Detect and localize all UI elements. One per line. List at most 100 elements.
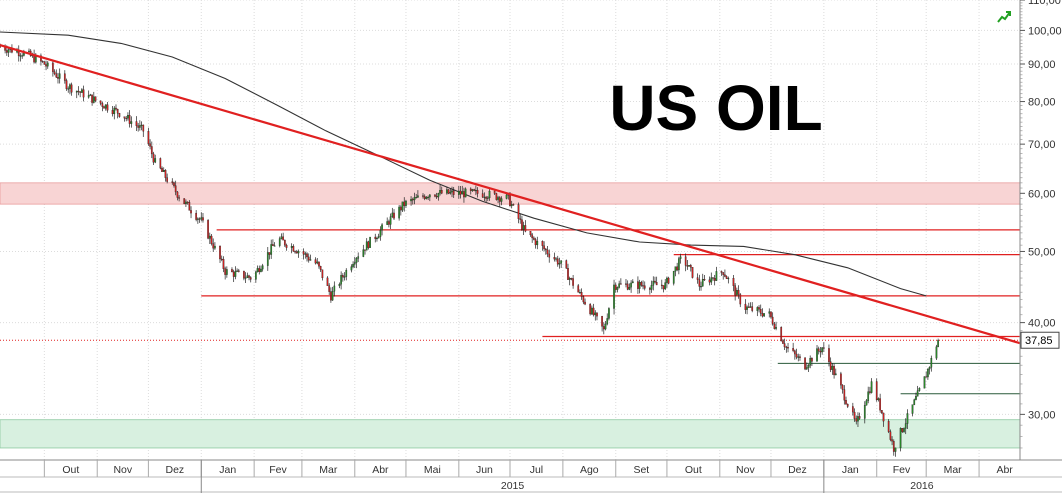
- candle-body: [577, 285, 580, 293]
- candle-body: [591, 307, 593, 315]
- trend-up-arrow-icon[interactable]: [996, 10, 1012, 24]
- candle-body: [701, 279, 704, 287]
- candle-body: [272, 244, 274, 246]
- candle-body: [249, 277, 252, 280]
- candle-body: [819, 350, 822, 353]
- candle-body: [295, 251, 298, 254]
- candle-body: [65, 80, 68, 89]
- candle-body: [761, 313, 764, 317]
- candle-body: [580, 292, 583, 297]
- candle-body: [413, 197, 416, 201]
- candle-body: [459, 190, 462, 195]
- candle-body: [341, 275, 344, 278]
- candle-body: [94, 96, 97, 101]
- candle-body: [799, 356, 801, 358]
- candle-body: [0, 46, 1, 48]
- x-month-label: Nov: [113, 464, 132, 476]
- candle-body: [589, 304, 592, 315]
- candle-body: [352, 264, 354, 267]
- candle-body: [297, 251, 300, 254]
- candle-body: [918, 388, 921, 391]
- y-tick-label: 90,00: [1028, 59, 1056, 71]
- candle-body: [708, 279, 711, 283]
- candle-body: [486, 197, 489, 199]
- candle-body: [565, 260, 568, 269]
- candle-body: [686, 265, 689, 267]
- candle-body: [925, 376, 928, 378]
- candle-body: [579, 292, 581, 294]
- candle-body: [388, 221, 390, 225]
- candle-body: [331, 291, 334, 301]
- candle-body: [55, 73, 58, 78]
- candle-body: [500, 198, 503, 202]
- candle-body: [855, 418, 858, 422]
- candle-body: [930, 358, 933, 368]
- candle-body: [722, 272, 725, 275]
- candle-body: [464, 188, 467, 198]
- candle-body: [493, 190, 496, 194]
- candle-body: [46, 62, 49, 67]
- candle-body: [642, 285, 644, 287]
- candle-body: [214, 245, 216, 249]
- candle-body: [584, 301, 586, 305]
- candle-body: [386, 221, 389, 225]
- x-month-label: Nov: [736, 464, 755, 476]
- candle-body: [258, 268, 261, 272]
- candle-body: [570, 278, 573, 280]
- x-month-label: Fev: [269, 464, 287, 476]
- candle-body: [202, 217, 204, 221]
- candle-body: [130, 121, 133, 124]
- candle-body: [640, 281, 643, 286]
- candle-body: [553, 257, 556, 260]
- candle-body: [302, 251, 305, 255]
- candle-body: [115, 107, 117, 110]
- candle-body: [628, 287, 631, 290]
- candle-body: [367, 241, 370, 248]
- candle-body: [650, 285, 653, 290]
- candle-body: [875, 381, 878, 401]
- candle-body: [626, 283, 629, 290]
- candle-body: [712, 277, 714, 279]
- candle-body: [405, 200, 407, 206]
- candle-body: [822, 347, 825, 349]
- candle-body: [417, 195, 419, 198]
- candle-body: [892, 441, 895, 452]
- candle-body: [678, 258, 680, 271]
- candle-body: [821, 347, 823, 353]
- x-month-label: Ago: [580, 464, 599, 476]
- candle-body: [207, 220, 209, 239]
- candle-body: [834, 373, 837, 376]
- candle-body: [113, 107, 116, 115]
- candle-body: [548, 253, 551, 258]
- candle-body: [882, 412, 885, 422]
- candle-body: [306, 253, 308, 258]
- candle-body: [533, 237, 535, 240]
- candle-body: [698, 279, 701, 287]
- candle-body: [543, 245, 545, 250]
- candle-body: [446, 189, 448, 194]
- candle-body: [555, 258, 557, 260]
- y-tick-label: 110,00: [1028, 0, 1061, 7]
- candle-body: [734, 285, 737, 296]
- candle-body: [867, 391, 870, 401]
- candle-body: [377, 236, 380, 239]
- candle-body: [763, 313, 765, 317]
- candle-body: [135, 121, 138, 126]
- candle-body: [176, 191, 179, 198]
- candle-body: [328, 285, 331, 292]
- candle-body: [434, 194, 436, 197]
- candle-body: [425, 196, 428, 199]
- candle-body: [469, 188, 472, 191]
- candle-body: [154, 158, 157, 163]
- candle-body: [440, 190, 443, 194]
- candle-body: [92, 96, 95, 103]
- candle-body: [422, 195, 424, 197]
- candle-body: [246, 275, 249, 278]
- candle-body: [773, 323, 776, 329]
- candle-body: [601, 316, 603, 327]
- candle-body: [840, 373, 842, 386]
- candle-body: [666, 277, 668, 283]
- candle-body: [256, 268, 259, 273]
- candle-body: [330, 291, 332, 301]
